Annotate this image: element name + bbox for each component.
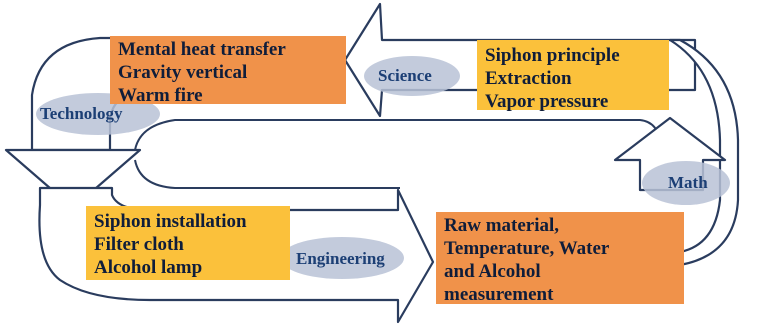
- math-box-line: and Alcohol: [444, 261, 541, 282]
- science-label: Science: [378, 66, 432, 85]
- right-band: [668, 38, 740, 267]
- science-box: Siphon principle Extraction Vapor pressu…: [477, 40, 669, 112]
- inner-loop-line-bottom: [134, 159, 400, 189]
- math-cloud: [642, 161, 730, 205]
- engineering-cloud: [280, 237, 404, 279]
- engineering-box: Siphon installation Filter cloth Alcohol…: [86, 206, 290, 280]
- technology-box-line: Gravity vertical: [118, 62, 248, 83]
- science-box-line: Siphon principle: [485, 45, 620, 66]
- engineering-box-line: Filter cloth: [94, 234, 184, 255]
- math-box: Raw material, Temperature, Water and Alc…: [436, 212, 684, 305]
- math-box-line: Raw material,: [444, 215, 560, 236]
- left-down-arrow: [4, 148, 142, 210]
- math-box-line: Temperature, Water: [444, 238, 610, 259]
- technology-box-line: Mental heat transfer: [118, 39, 286, 60]
- technology-label: Technology: [40, 104, 123, 123]
- inner-loop-line: [134, 119, 663, 151]
- math-box-line: measurement: [444, 284, 554, 305]
- engineering-box-line: Siphon installation: [94, 211, 247, 232]
- engineering-box-line: Alcohol lamp: [94, 257, 203, 278]
- technology-box-line: Warm fire: [118, 85, 203, 106]
- math-label: Math: [668, 173, 708, 192]
- engineering-label: Engineering: [296, 249, 385, 268]
- science-box-line: Extraction: [485, 68, 572, 89]
- science-box-line: Vapor pressure: [485, 91, 609, 112]
- technology-box: Mental heat transfer Gravity vertical Wa…: [110, 36, 346, 106]
- science-cloud: [364, 56, 460, 96]
